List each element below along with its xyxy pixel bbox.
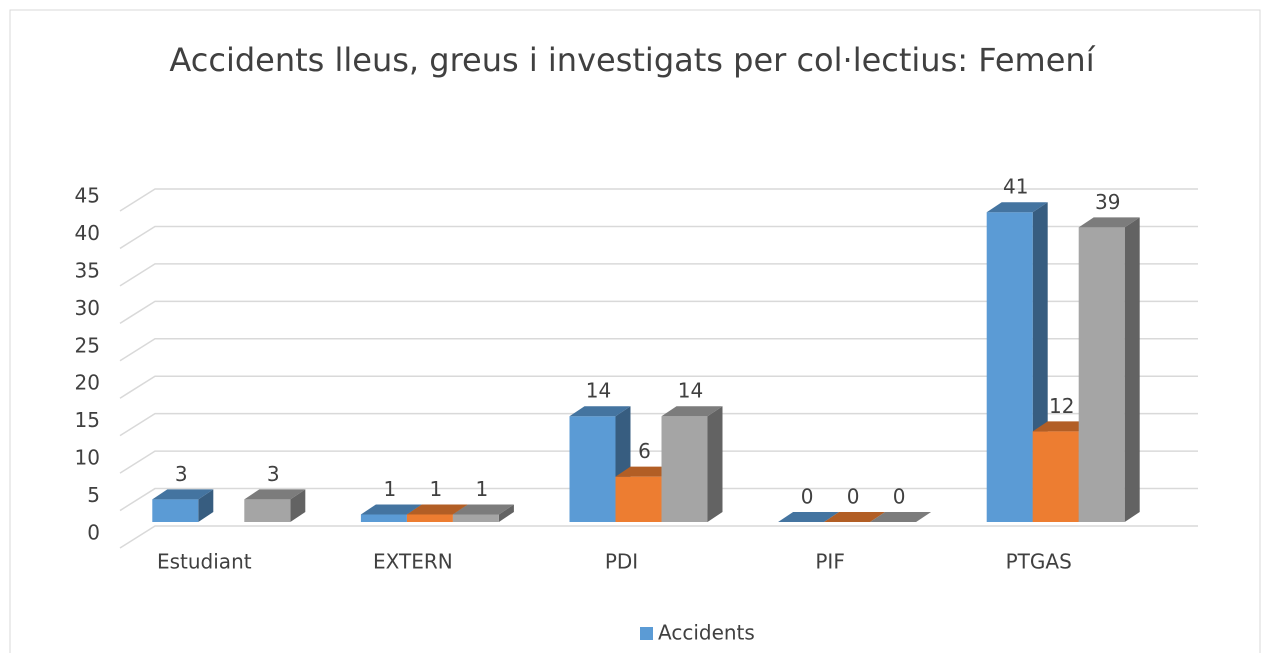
- bar-face: [406, 514, 453, 522]
- bar: [986, 202, 1048, 522]
- grid-line: [119, 375, 1198, 399]
- grid-line: [119, 412, 1198, 437]
- y-tick-label: 15: [75, 408, 100, 432]
- x-tick-label: Estudiant: [157, 550, 252, 574]
- grid-line: [119, 525, 1198, 549]
- bar-face: [198, 489, 214, 522]
- bar-face: [244, 489, 306, 500]
- x-tick-label: EXTERN: [373, 550, 453, 574]
- data-label: 1: [384, 477, 397, 501]
- bar-face: [360, 514, 407, 522]
- grid-line: [119, 188, 1198, 212]
- bar-face: [290, 489, 306, 522]
- data-label: 0: [801, 485, 814, 509]
- bar: [870, 512, 932, 522]
- bar-face: [244, 499, 291, 522]
- y-tick-label: 40: [75, 221, 100, 245]
- bar-face: [360, 504, 422, 515]
- grid-line: [119, 263, 1198, 287]
- y-tick-label: 35: [75, 258, 100, 282]
- data-label: 0: [847, 485, 860, 509]
- bar-face: [615, 466, 677, 477]
- bar-face: [1078, 227, 1125, 523]
- bar-face: [1124, 217, 1140, 523]
- legend-label: Accidents: [658, 621, 755, 645]
- bar-face: [1032, 421, 1094, 432]
- grid-line: [119, 338, 1198, 362]
- grid-line: [119, 487, 1198, 512]
- y-tick-label: 0: [87, 521, 100, 545]
- bar-face: [707, 406, 723, 522]
- bar-face: [569, 406, 631, 417]
- y-tick-label: 25: [75, 333, 100, 357]
- bar-face: [452, 514, 499, 522]
- bar: [778, 512, 840, 522]
- y-tick-label: 10: [75, 446, 100, 470]
- bar-face: [986, 212, 1033, 522]
- x-tick-label: PTGAS: [1006, 550, 1072, 574]
- y-tick-label: 45: [75, 184, 100, 208]
- data-label: 1: [430, 477, 443, 501]
- bar: [452, 504, 514, 522]
- bar-face: [615, 476, 662, 522]
- data-label: 39: [1095, 190, 1120, 214]
- bar-face: [406, 504, 468, 515]
- bar-face: [498, 504, 514, 522]
- data-label: 0: [893, 485, 906, 509]
- grid-line: [119, 450, 1198, 474]
- grid-line: [119, 225, 1198, 250]
- data-label: 14: [586, 379, 611, 403]
- x-tick-label: PIF: [815, 550, 844, 574]
- data-label: 14: [678, 379, 703, 403]
- bar-face: [778, 512, 840, 522]
- bar: [1078, 217, 1140, 523]
- bar: [824, 512, 886, 522]
- grid-line: [119, 300, 1198, 324]
- frame: [9, 9, 1261, 653]
- bar-face: [824, 512, 886, 522]
- bar: [244, 489, 306, 522]
- data-label: 1: [476, 477, 489, 501]
- bar-face: [152, 489, 214, 500]
- bar: [661, 406, 723, 522]
- x-tick-label: PDI: [605, 550, 638, 574]
- bar-face: [986, 202, 1048, 213]
- bar: [152, 489, 214, 522]
- bar-face: [452, 504, 514, 515]
- data-label: 3: [267, 462, 280, 486]
- bar-face: [1078, 217, 1140, 228]
- bar-face: [661, 416, 708, 522]
- bar-face: [870, 512, 932, 522]
- data-label: 6: [638, 439, 651, 463]
- chart-title: Accidents lleus, greus i investigats per…: [169, 41, 1095, 79]
- y-tick-label: 30: [75, 296, 100, 320]
- bar-face: [152, 499, 199, 522]
- data-label: 41: [1003, 175, 1028, 199]
- data-label: 12: [1049, 394, 1074, 418]
- bar-face: [661, 406, 723, 417]
- y-tick-label: 5: [87, 483, 100, 507]
- y-tick-label: 20: [75, 371, 100, 395]
- legend-swatch: [640, 627, 653, 640]
- bar-face: [569, 416, 616, 522]
- data-label: 3: [175, 462, 188, 486]
- bar-face: [1032, 431, 1079, 522]
